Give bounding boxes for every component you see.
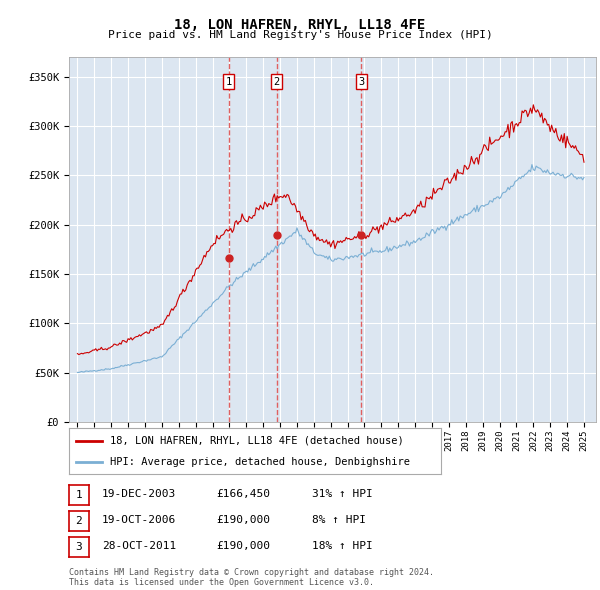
Text: 3: 3: [358, 77, 364, 87]
Text: 28-OCT-2011: 28-OCT-2011: [102, 542, 176, 551]
Text: £190,000: £190,000: [216, 542, 270, 551]
Text: 1: 1: [76, 490, 82, 500]
Text: 2: 2: [274, 77, 280, 87]
Text: £166,450: £166,450: [216, 490, 270, 499]
Text: Price paid vs. HM Land Registry's House Price Index (HPI): Price paid vs. HM Land Registry's House …: [107, 30, 493, 40]
Text: £190,000: £190,000: [216, 516, 270, 525]
Text: 18, LON HAFREN, RHYL, LL18 4FE: 18, LON HAFREN, RHYL, LL18 4FE: [175, 18, 425, 32]
Text: 18% ↑ HPI: 18% ↑ HPI: [312, 542, 373, 551]
Text: 19-DEC-2003: 19-DEC-2003: [102, 490, 176, 499]
Text: 19-OCT-2006: 19-OCT-2006: [102, 516, 176, 525]
Text: 3: 3: [76, 542, 82, 552]
Text: 8% ↑ HPI: 8% ↑ HPI: [312, 516, 366, 525]
Text: Contains HM Land Registry data © Crown copyright and database right 2024.
This d: Contains HM Land Registry data © Crown c…: [69, 568, 434, 587]
Text: 31% ↑ HPI: 31% ↑ HPI: [312, 490, 373, 499]
Text: 1: 1: [226, 77, 232, 87]
Text: 2: 2: [76, 516, 82, 526]
Text: HPI: Average price, detached house, Denbighshire: HPI: Average price, detached house, Denb…: [110, 457, 410, 467]
Text: 18, LON HAFREN, RHYL, LL18 4FE (detached house): 18, LON HAFREN, RHYL, LL18 4FE (detached…: [110, 435, 404, 445]
